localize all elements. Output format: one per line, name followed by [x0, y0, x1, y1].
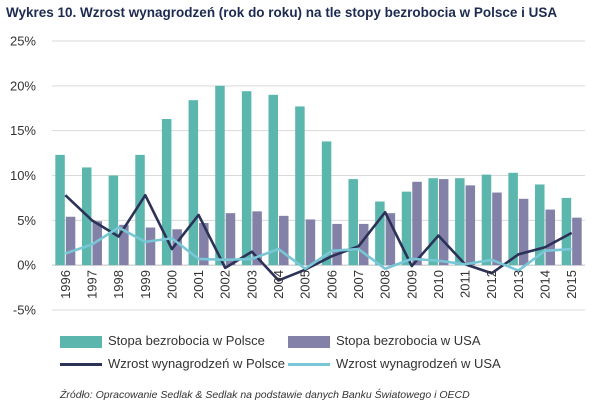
legend-item-wage-pl: Wzrost wynagrodzeń w Polsce	[60, 356, 285, 371]
x-tick-label: 2008	[378, 270, 393, 299]
bar-unemp-pl	[455, 178, 465, 266]
bar-unemp-pl	[55, 154, 65, 266]
bar-unemp-us	[438, 179, 449, 266]
x-tick-label: 2005	[298, 270, 313, 299]
bar-unemp-pl	[535, 184, 545, 266]
bar-unemp-us	[465, 185, 476, 266]
legend-label-unemp-pl: Stopa bezrobocia w Polsce	[108, 333, 265, 348]
x-tick-label: 2012	[484, 270, 499, 299]
bar-unemp-pl	[375, 201, 385, 266]
bar-unemp-pl	[215, 85, 225, 266]
bar-unemp-pl	[241, 91, 252, 266]
x-tick-label: 2001	[191, 270, 206, 299]
x-tick-label: 2003	[244, 270, 259, 299]
bar-unemp-us	[545, 209, 556, 266]
y-tick-label: 15%	[10, 123, 36, 138]
bar-unemp-pl	[348, 179, 358, 266]
x-tick-label: 2010	[431, 270, 446, 299]
bar-unemp-us	[199, 223, 209, 266]
line-series	[64, 193, 573, 282]
chart-title: Wykres 10. Wzrost wynagrodzeń (rok do ro…	[6, 5, 558, 20]
bar-unemp-us	[358, 223, 369, 266]
bar-unemp-us	[119, 224, 129, 266]
bar-unemp-us	[92, 221, 102, 266]
y-tick-label: 10%	[10, 168, 36, 183]
x-tick-label: 1999	[138, 270, 153, 299]
bar-unemp-pl	[295, 106, 305, 266]
bar-unemp-us	[385, 213, 396, 266]
legend-swatch-unemp-pl	[60, 335, 102, 348]
bar-unemp-pl	[401, 191, 412, 266]
y-tick-label: 20%	[10, 78, 36, 93]
line-wage-pl	[64, 193, 573, 282]
x-tick-label: 1998	[111, 270, 126, 299]
x-tick-label: 2007	[351, 270, 366, 299]
y-tick-label: 5%	[17, 213, 36, 228]
x-axis-ticks: 1996 1997 1998 1999 2000 2001 2002 2003 2004 2005…	[58, 270, 579, 299]
bar-unemp-pl	[321, 141, 332, 266]
bar-unemp-pl	[135, 154, 145, 266]
bar-unemp-us	[332, 223, 342, 266]
x-tick-label: 2004	[271, 270, 286, 299]
x-tick-label: 2000	[164, 270, 179, 299]
bar-unemp-us	[252, 211, 262, 266]
legend-item-unemp-pl: Stopa bezrobocia w Polsce	[60, 333, 265, 348]
bar-unemp-us	[492, 192, 502, 266]
gridlines	[52, 40, 585, 311]
bar-unemp-pl	[188, 100, 199, 266]
bar-unemp-us	[412, 181, 422, 266]
bar-unemp-us	[279, 215, 289, 266]
bar-series	[55, 85, 582, 266]
legend-label-unemp-us: Stopa bezrobocia w USA	[336, 333, 481, 348]
bar-unemp-pl	[508, 172, 518, 266]
bar-unemp-pl	[561, 197, 572, 266]
x-tick-label: 2014	[538, 270, 553, 299]
legend-label-wage-pl: Wzrost wynagrodzeń w Polsce	[108, 356, 286, 371]
x-tick-label: 1997	[84, 270, 99, 299]
legend-swatch-wage-us	[288, 363, 330, 367]
bar-unemp-us	[572, 217, 582, 266]
bar-unemp-pl	[428, 178, 438, 266]
bar-unemp-us	[172, 229, 182, 266]
bar-unemp-pl	[161, 119, 172, 266]
legend-item-unemp-us: Stopa bezrobocia w USA	[288, 333, 481, 348]
y-tick-label: -5%	[13, 303, 37, 318]
bar-unemp-pl	[268, 94, 279, 266]
bar-unemp-us	[145, 227, 156, 266]
legend-item-wage-us: Wzrost wynagrodzeń w USA	[288, 356, 501, 371]
y-tick-label: 25%	[10, 34, 36, 49]
x-tick-label: 2013	[511, 270, 526, 299]
x-tick-label: 2002	[218, 270, 233, 299]
x-tick-label: 2011	[458, 270, 473, 298]
legend-label-wage-us: Wzrost wynagrodzeń w USA	[336, 356, 501, 371]
x-tick-label: 2015	[564, 270, 579, 299]
bar-unemp-pl	[108, 175, 119, 266]
y-axis-ticks: -5% 0% 5% 10% 15% 20% 25%	[10, 34, 36, 318]
legend-swatch-wage-pl	[60, 363, 102, 367]
bar-unemp-us	[225, 213, 236, 266]
legend-swatch-unemp-us	[288, 335, 330, 348]
x-tick-label: 2006	[324, 270, 339, 299]
bar-unemp-us	[305, 219, 316, 266]
bar-unemp-us	[518, 198, 529, 266]
bar-unemp-us	[65, 216, 76, 266]
x-tick-label: 2009	[404, 270, 419, 299]
x-tick-label: 1996	[58, 270, 73, 299]
line-wage-us	[64, 226, 572, 272]
bar-unemp-pl	[481, 174, 492, 266]
y-tick-label: 0%	[17, 258, 36, 273]
source-note: Źródło: Opracowanie Sedlak & Sedlak na p…	[60, 389, 470, 401]
